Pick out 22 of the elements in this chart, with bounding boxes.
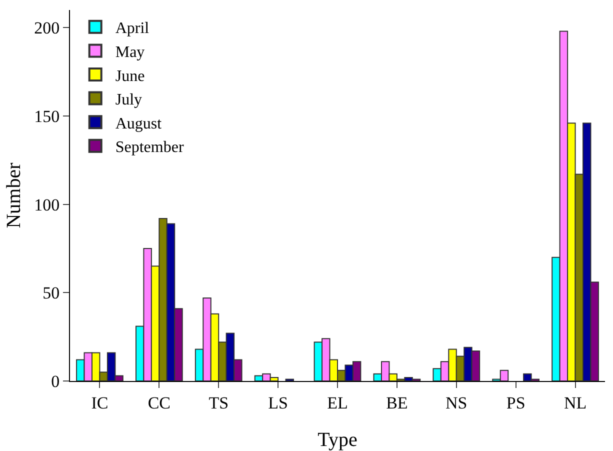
y-tick-label: 50	[42, 284, 60, 303]
x-tick-label: PS	[506, 393, 526, 412]
y-tick-label: 200	[34, 18, 60, 38]
legend-label: April	[115, 20, 150, 38]
y-tick-label: 150	[34, 106, 60, 126]
x-tick-label: IC	[91, 393, 108, 412]
legend-label: June	[115, 68, 145, 85]
x-tick-label: NS	[446, 393, 468, 412]
x-tick-label: NL	[564, 393, 587, 412]
legend-label: July	[115, 92, 142, 109]
x-tick-label: LS	[268, 393, 288, 412]
x-tick-label: EL	[327, 393, 348, 412]
legend-label: May	[115, 44, 145, 61]
y-tick-label: 100	[34, 195, 60, 214]
legend-label: September	[115, 139, 184, 156]
y-tick-label: 0	[51, 372, 60, 391]
x-tick-label: TS	[208, 393, 229, 412]
legend-label: August	[115, 115, 162, 132]
y-axis-title: Number	[3, 162, 25, 228]
x-axis-title: Type	[318, 429, 358, 451]
x-tick-label: CC	[148, 393, 171, 412]
x-tick-label: BE	[386, 393, 408, 412]
